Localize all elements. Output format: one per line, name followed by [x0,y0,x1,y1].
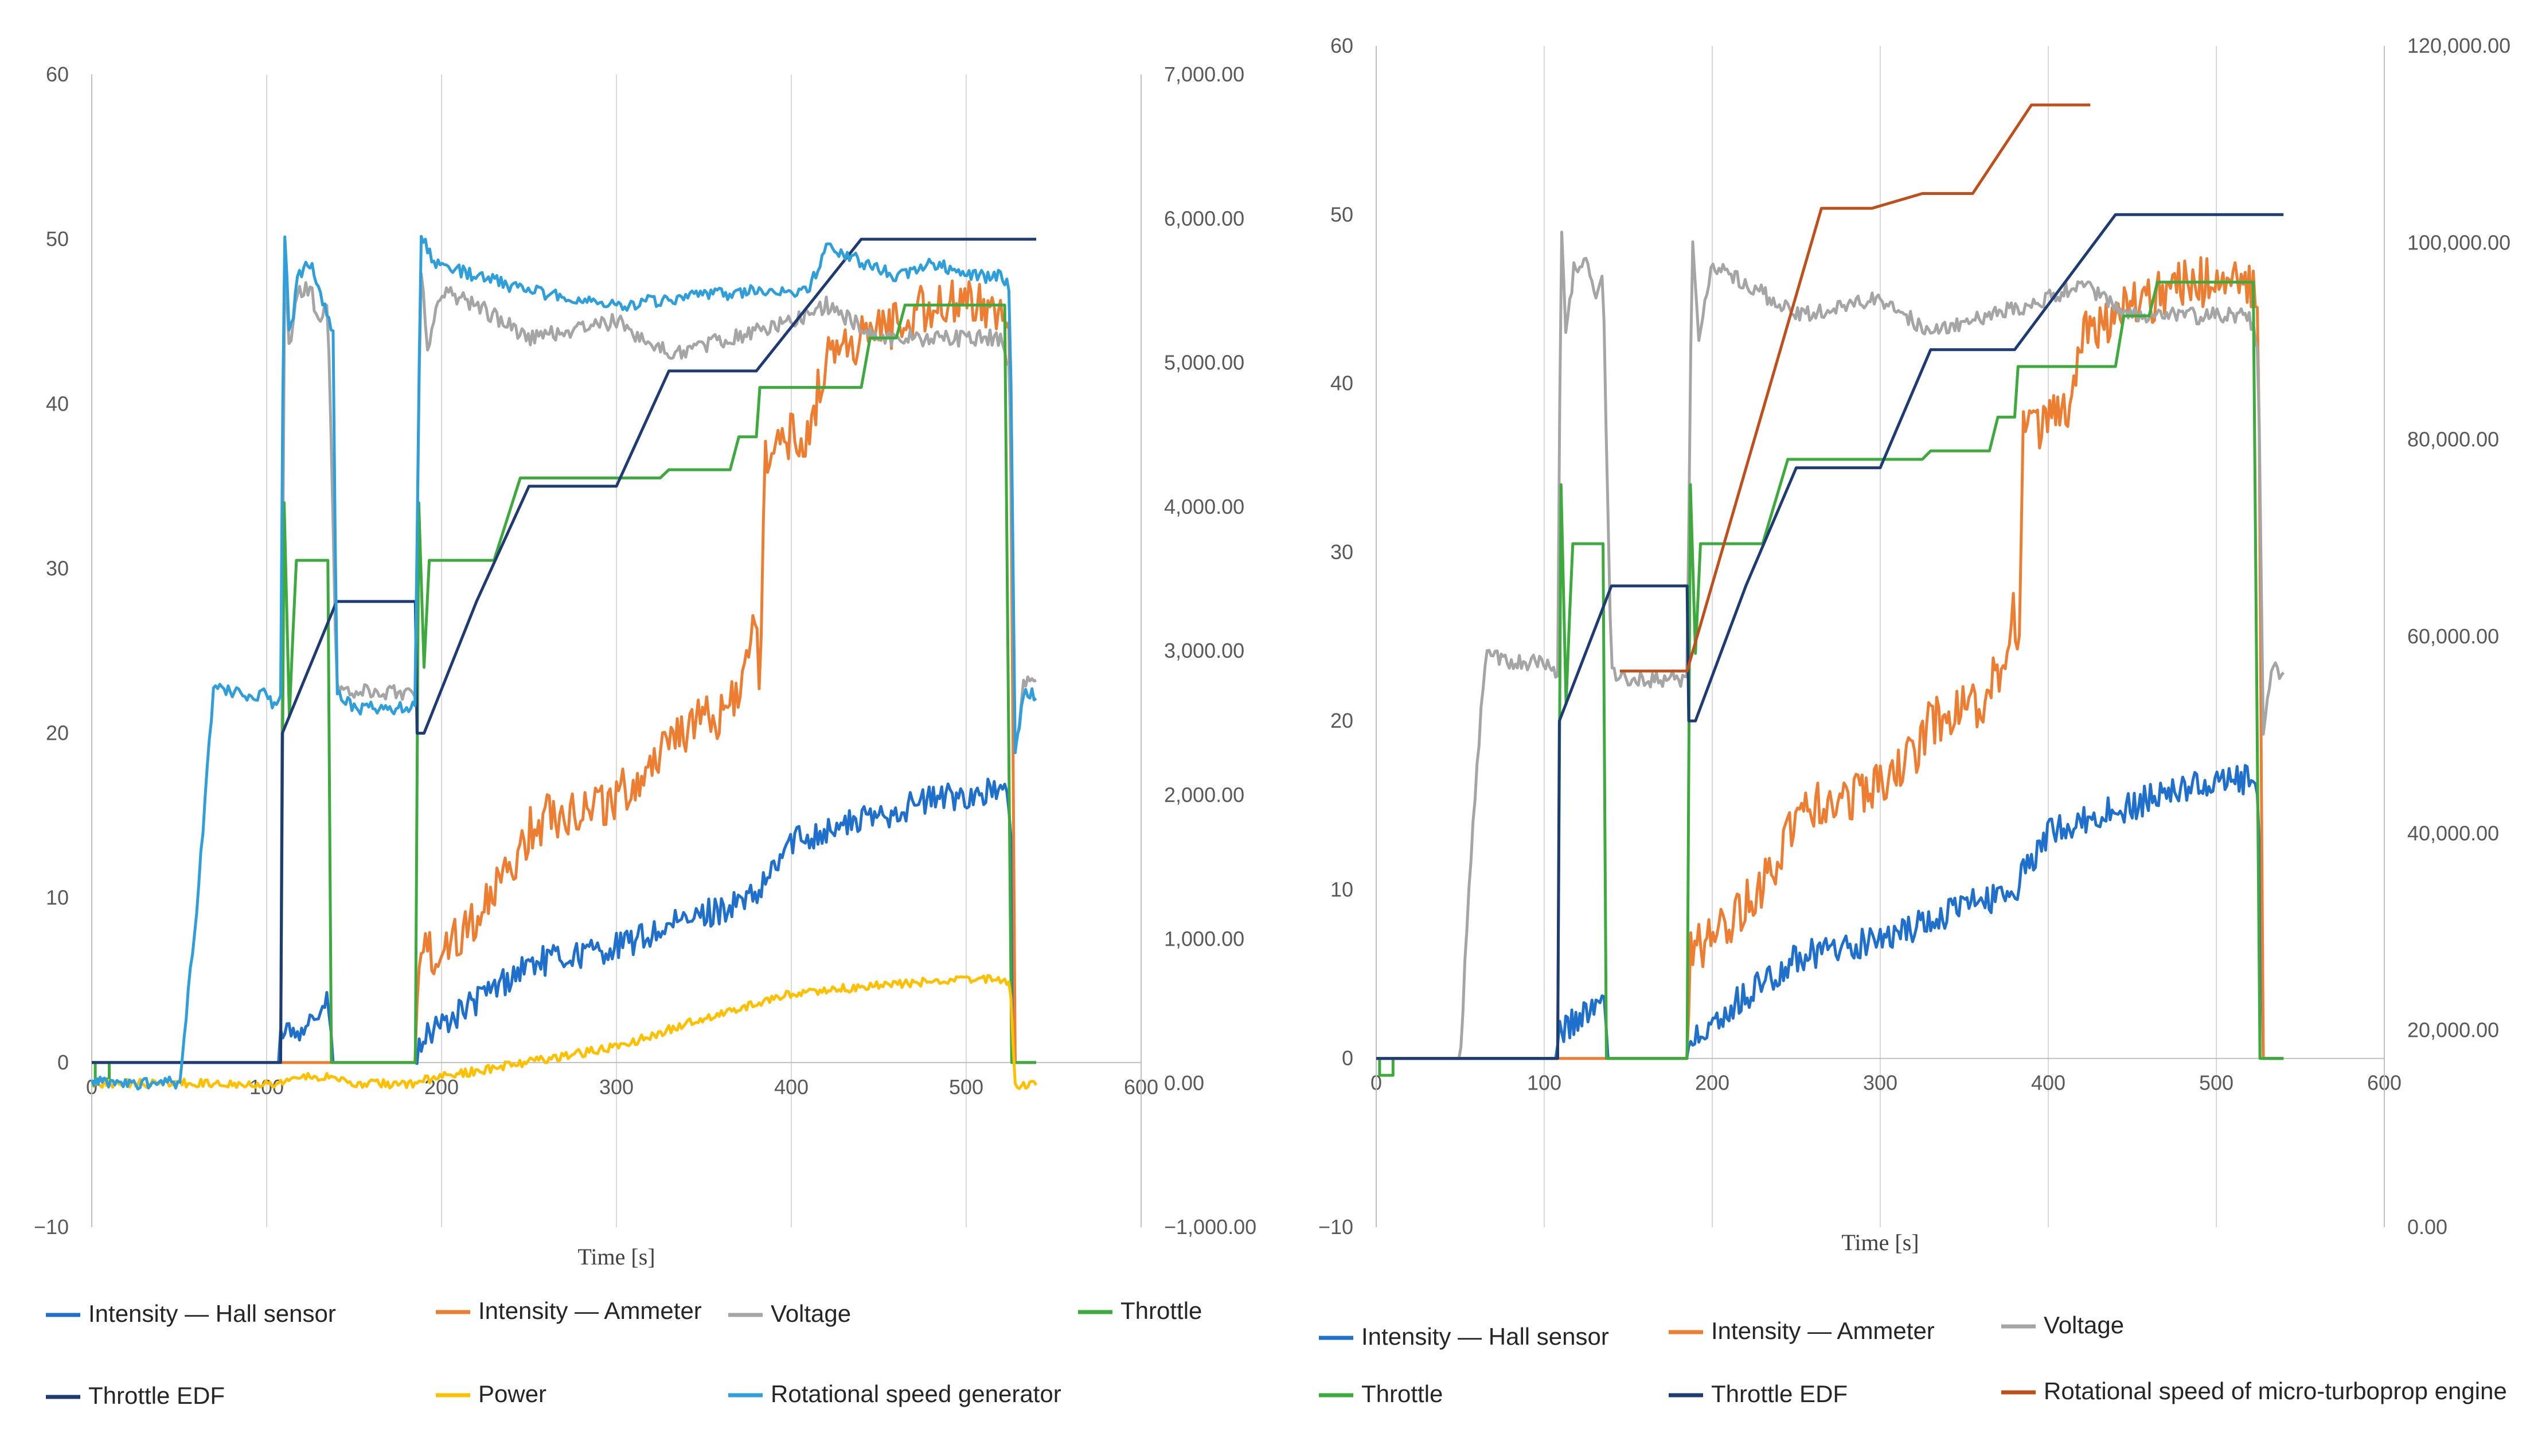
legend-label: Intensity — Ammeter [478,1297,702,1324]
y-right-tick-label: 60,000.00 [2407,624,2499,648]
series-line-throttle-edf [1376,213,2284,1060]
series-line-voltage [1376,231,2285,1060]
y-left-tick-label: 20 [1330,709,1353,732]
x-tick-label: 300 [599,1075,634,1099]
y-left-tick-label: −10 [34,1215,69,1239]
y-left-tick-label: −10 [1318,1215,1353,1239]
series-line-power [91,974,1038,1090]
series-line-rotational-speed-of-micro-turboprop-engine [1619,103,2091,673]
legend-label: Power [478,1380,546,1407]
x-axis-title: Time [s] [1841,1229,1919,1255]
y-right-tick-label: 5,000.00 [1164,351,1244,374]
x-tick-label: 200 [424,1075,459,1099]
legend-label: Rotational speed of micro-turboprop engi… [2044,1377,2507,1404]
x-tick-label: 500 [2199,1071,2233,1095]
x-tick-label: 100 [1527,1071,1561,1095]
legend-label: Rotational speed generator [771,1380,1061,1407]
y-right-tick-label: 7,000.00 [1164,63,1244,86]
y-right-tick-label: 6,000.00 [1164,206,1244,230]
y-left-tick-label: 30 [46,556,69,580]
y-left-tick-label: 40 [1330,372,1353,395]
series-line-intensity-ammeter [1376,256,2284,1060]
right-chart-panel: 0 100 200 300 400 500 6006050403020100−10120,0… [1318,34,2510,1407]
y-left-tick-label: 0 [57,1051,69,1074]
y-left-tick-label: 20 [46,721,69,745]
series-line-intensity-hall-sensor [1376,764,2284,1060]
legend-label: Voltage [771,1300,851,1327]
y-left-tick-label: 10 [46,886,69,909]
legend-label: Intensity — Ammeter [1711,1317,1935,1344]
y-left-tick-label: 50 [1330,202,1353,226]
y-left-tick-label: 10 [1330,877,1353,901]
y-right-tick-label: 80,000.00 [2407,428,2499,451]
series-line-voltage [92,250,1037,1064]
legend-label: Throttle [1120,1297,1202,1324]
y-left-tick-label: 0 [1342,1047,1353,1070]
y-right-tick-label: 20,000.00 [2407,1018,2499,1042]
y-left-tick-label: 30 [1330,540,1353,564]
x-tick-label: 300 [1863,1071,1897,1095]
y-right-tick-label: 40,000.00 [2407,821,2499,845]
y-right-tick-label: 3,000.00 [1164,639,1244,662]
legend-label: Throttle [1361,1380,1443,1407]
legend-label: Throttle EDF [1711,1380,1848,1407]
legend-label: Voltage [2044,1311,2124,1338]
y-left-tick-label: 50 [46,227,69,251]
series-line-rotational-speed-generator [90,235,1037,1091]
y-right-tick-label: 0.00 [2407,1215,2447,1239]
x-axis-title: Time [s] [577,1244,655,1270]
series-line-throttle [1376,280,2284,1077]
series-line-intensity-ammeter [92,279,1036,1064]
legend-label: Intensity — Hall sensor [88,1300,336,1327]
y-left-tick-label: 60 [1330,34,1353,57]
y-right-tick-label: 4,000.00 [1164,495,1244,518]
left-chart-panel: 0 100 200 300 400 500 6006050403020100−107,000… [34,63,1256,1409]
legend-label: Intensity — Hall sensor [1361,1323,1609,1350]
y-right-tick-label: −1,000.00 [1164,1215,1256,1239]
y-right-tick-label: 120,000.00 [2407,34,2510,57]
x-tick-label: 500 [949,1075,983,1099]
x-tick-label: 400 [774,1075,809,1099]
y-left-tick-label: 40 [46,392,69,415]
y-right-tick-label: 100,000.00 [2407,231,2510,254]
x-tick-label: 400 [2031,1071,2065,1095]
legend-label: Throttle EDF [88,1382,225,1409]
y-left-tick-label: 60 [46,63,69,86]
y-right-tick-label: 0.00 [1164,1071,1204,1095]
x-tick-label: 200 [1695,1071,1729,1095]
series-line-throttle-edf [92,237,1036,1064]
y-right-tick-label: 1,000.00 [1164,927,1244,951]
y-right-tick-label: 2,000.00 [1164,783,1244,806]
